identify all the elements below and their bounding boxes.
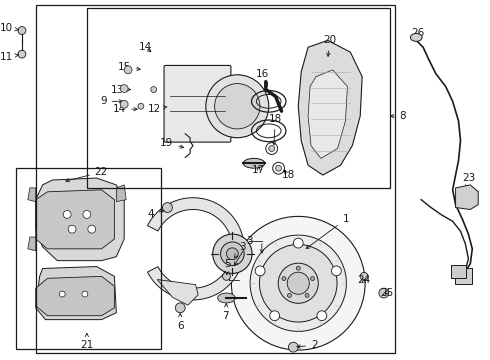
Circle shape	[296, 266, 300, 270]
Text: 6: 6	[177, 314, 184, 330]
Text: 3: 3	[235, 242, 245, 258]
Text: 21: 21	[80, 333, 94, 350]
Text: 18: 18	[269, 114, 282, 145]
Circle shape	[163, 203, 172, 212]
Circle shape	[213, 234, 252, 273]
Circle shape	[289, 342, 298, 352]
Text: 17: 17	[252, 165, 265, 175]
Circle shape	[294, 238, 303, 248]
Text: 14: 14	[113, 104, 137, 114]
Circle shape	[63, 211, 71, 219]
Text: 4: 4	[147, 210, 164, 219]
Bar	[451, 265, 466, 278]
Text: 2: 2	[297, 340, 318, 350]
Polygon shape	[28, 188, 36, 202]
Bar	[16, 168, 161, 349]
Circle shape	[305, 293, 309, 297]
Polygon shape	[116, 185, 126, 202]
Circle shape	[120, 85, 128, 93]
Circle shape	[250, 235, 346, 332]
Circle shape	[379, 288, 389, 298]
Circle shape	[138, 103, 144, 109]
Bar	[87, 8, 390, 188]
Circle shape	[282, 276, 286, 280]
Circle shape	[151, 87, 157, 93]
Text: 20: 20	[323, 35, 336, 56]
Text: 18: 18	[282, 170, 295, 180]
Text: 3: 3	[234, 236, 252, 265]
Circle shape	[278, 263, 318, 303]
Text: 24: 24	[357, 275, 370, 285]
Polygon shape	[28, 237, 36, 251]
Circle shape	[226, 248, 238, 260]
Polygon shape	[36, 190, 114, 249]
Circle shape	[215, 84, 260, 129]
Text: 13: 13	[111, 85, 130, 95]
Circle shape	[287, 272, 309, 294]
Circle shape	[120, 100, 128, 108]
Circle shape	[255, 266, 265, 276]
FancyBboxPatch shape	[164, 66, 231, 142]
Text: 23: 23	[463, 173, 476, 189]
Circle shape	[18, 50, 26, 58]
Text: 8: 8	[391, 111, 406, 121]
Text: 15: 15	[118, 62, 140, 72]
Circle shape	[222, 273, 230, 280]
Circle shape	[124, 66, 132, 74]
Text: 26: 26	[411, 27, 424, 40]
Circle shape	[260, 244, 337, 322]
Polygon shape	[147, 198, 244, 300]
Bar	[36, 5, 394, 353]
Circle shape	[88, 225, 96, 233]
Text: 12: 12	[147, 104, 167, 114]
Circle shape	[206, 75, 269, 138]
Circle shape	[59, 291, 65, 297]
Polygon shape	[308, 70, 347, 158]
Circle shape	[220, 242, 244, 266]
Circle shape	[83, 211, 91, 219]
Polygon shape	[157, 279, 198, 305]
Polygon shape	[456, 185, 478, 210]
Bar	[455, 269, 472, 284]
Text: 22: 22	[66, 167, 108, 182]
Circle shape	[175, 303, 185, 313]
Circle shape	[288, 293, 292, 297]
Text: 16: 16	[256, 69, 269, 86]
Circle shape	[231, 216, 365, 350]
Text: 19: 19	[160, 138, 184, 148]
Polygon shape	[36, 178, 124, 261]
Text: 9: 9	[100, 96, 122, 106]
Circle shape	[360, 273, 368, 280]
Circle shape	[269, 145, 275, 152]
Circle shape	[276, 165, 282, 171]
Polygon shape	[36, 266, 116, 320]
Circle shape	[270, 311, 280, 321]
Circle shape	[317, 311, 327, 321]
Polygon shape	[36, 276, 114, 316]
Text: 7: 7	[222, 304, 229, 321]
Text: 5: 5	[224, 258, 231, 275]
Text: 25: 25	[380, 288, 393, 298]
Circle shape	[82, 291, 88, 297]
Ellipse shape	[243, 158, 265, 168]
Ellipse shape	[218, 293, 235, 303]
Circle shape	[18, 27, 26, 35]
Text: 14: 14	[139, 42, 152, 52]
Text: 11: 11	[0, 52, 19, 62]
Polygon shape	[298, 40, 362, 175]
Ellipse shape	[410, 33, 422, 41]
Circle shape	[68, 225, 76, 233]
Circle shape	[332, 266, 342, 276]
Text: 1: 1	[306, 214, 349, 249]
Circle shape	[311, 276, 315, 280]
Text: 10: 10	[0, 23, 19, 33]
